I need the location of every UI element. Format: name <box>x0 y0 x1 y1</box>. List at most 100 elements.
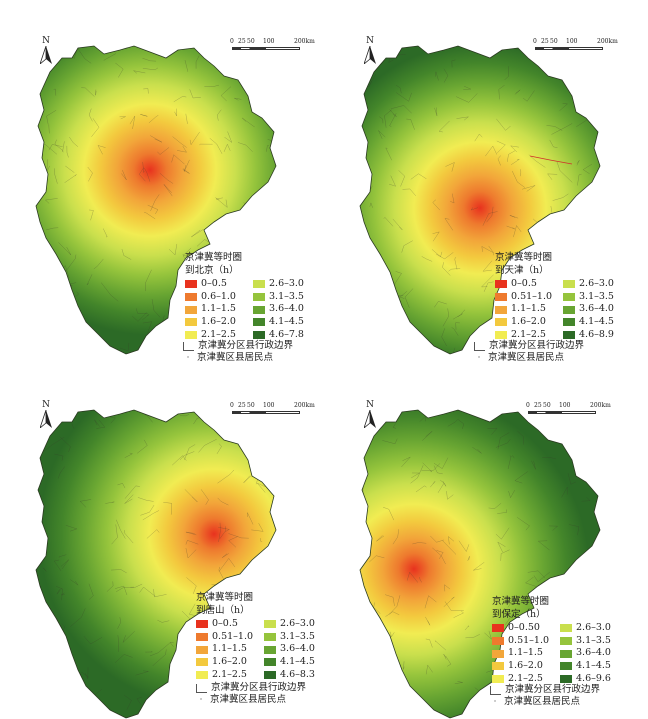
legend-class-label: 1.1–1.5 <box>212 643 247 655</box>
county-boundary-line <box>250 61 256 78</box>
county-boundary-line <box>178 636 188 647</box>
county-boundary-line <box>410 173 427 180</box>
legend-class-label: 3.1–3.5 <box>579 290 614 302</box>
county-boundary-line <box>65 525 78 532</box>
legend-swatch <box>495 318 507 327</box>
county-boundary-line <box>36 341 40 350</box>
county-boundary-line <box>378 130 386 139</box>
county-boundary-line <box>529 227 544 238</box>
county-boundary-line <box>75 291 79 297</box>
county-boundary-line <box>44 198 58 204</box>
legend-settlement: · 京津冀区县居民点 <box>490 696 600 708</box>
county-boundary-line <box>117 617 122 629</box>
county-boundary-line <box>189 89 201 99</box>
legend-class: 0.51–1.0 <box>495 291 563 304</box>
legend-class-label: 4.6–9.6 <box>576 672 611 684</box>
county-boundary-line <box>124 694 132 710</box>
county-boundary-line <box>36 154 40 164</box>
legend-swatch <box>253 305 265 314</box>
county-boundary-line <box>57 466 65 479</box>
county-boundary-line <box>497 155 501 166</box>
county-boundary-line <box>485 145 498 157</box>
county-boundary-line <box>406 571 419 583</box>
legend-settlement: · 京津冀区县居民点 <box>474 352 584 364</box>
county-boundary-line <box>168 243 178 256</box>
legend-class: 0–0.5 <box>196 618 264 631</box>
county-boundary-line <box>368 243 374 258</box>
county-boundary-line <box>234 97 242 101</box>
county-boundary-line <box>58 242 72 256</box>
scale-bar-graphic <box>232 411 300 414</box>
county-boundary-line <box>488 245 495 256</box>
county-boundary-line <box>124 485 140 499</box>
legend-swatch <box>264 645 276 654</box>
county-boundary-line <box>142 161 145 173</box>
county-boundary-line <box>195 55 200 69</box>
county-boundary-line <box>242 419 251 423</box>
county-boundary-line <box>533 571 551 583</box>
county-boundary-line <box>415 485 427 493</box>
county-boundary-line <box>200 489 209 505</box>
legend-boundary-label: 京津冀分区县行政边界 <box>505 684 601 695</box>
county-boundary-line <box>568 207 578 214</box>
county-boundary-line <box>251 523 264 532</box>
legend-class-label: 2.6–3.0 <box>269 278 304 290</box>
county-boundary-line <box>430 535 445 543</box>
legend-class-label: 1.6–2.0 <box>511 315 546 327</box>
county-boundary-line <box>581 497 591 502</box>
county-boundary-line <box>70 579 79 586</box>
legend-swatch <box>492 662 504 671</box>
legend-swatch <box>492 649 504 658</box>
county-boundary-line <box>129 115 136 130</box>
legend-swatch <box>563 280 575 289</box>
legend-class-label: 0.51–1.0 <box>508 634 550 646</box>
legend-title: 京津冀等时圈 <box>196 592 254 603</box>
legend-class-label: 1.6–2.0 <box>212 655 247 667</box>
county-boundary-line <box>514 471 528 484</box>
county-boundary-line <box>455 322 460 330</box>
legend-swatch <box>253 293 265 302</box>
county-boundary-line <box>121 248 132 260</box>
county-boundary-line <box>447 535 455 545</box>
county-boundary-line <box>267 134 276 144</box>
county-boundary-line <box>467 556 470 562</box>
legend-class-label: 1.1–1.5 <box>508 647 543 659</box>
county-boundary-line <box>531 460 536 470</box>
scale-tick: 25 <box>541 38 549 45</box>
scale-tick: 200km <box>294 402 315 409</box>
county-boundary-line <box>484 630 492 641</box>
county-boundary-line <box>218 527 231 532</box>
county-boundary-line <box>145 650 153 653</box>
county-boundary-line <box>442 262 451 276</box>
legend-class: 0.6–1.0 <box>185 291 253 304</box>
county-boundary-line <box>458 540 470 553</box>
isochrone-map <box>359 45 601 355</box>
county-boundary-line <box>497 509 507 514</box>
county-boundary-line <box>547 173 558 180</box>
county-boundary-line <box>360 671 367 681</box>
county-boundary-line <box>148 115 159 124</box>
county-boundary-line <box>70 608 86 627</box>
county-boundary-line <box>435 71 439 81</box>
county-boundary-line <box>448 268 461 272</box>
county-boundary-line <box>441 328 447 346</box>
county-boundary-line <box>209 138 223 154</box>
legend-class: 4.6–8.3 <box>264 669 328 682</box>
legend-class-label: 1.1–1.5 <box>201 303 236 315</box>
county-boundary-line <box>218 557 236 572</box>
legend: 京津冀等时圈 到保定（h） 0–0.50 2.6–3.0 0.51–1.0 3.1–3… <box>492 596 624 685</box>
county-boundary-line <box>444 601 464 611</box>
county-boundary-line <box>421 256 433 262</box>
county-boundary-line <box>496 140 506 154</box>
county-boundary-line <box>385 147 392 161</box>
county-boundary-line <box>65 165 75 173</box>
county-boundary-line <box>395 92 412 102</box>
scale-tick: 25 <box>238 402 246 409</box>
county-boundary-line <box>52 271 60 292</box>
county-boundary-line <box>217 469 235 484</box>
isochrone-map <box>35 409 277 719</box>
county-boundary-line <box>455 93 478 103</box>
county-boundary-line <box>480 274 494 288</box>
county-boundary-line <box>179 451 195 461</box>
legend-class-label: 4.1–4.5 <box>579 315 614 327</box>
